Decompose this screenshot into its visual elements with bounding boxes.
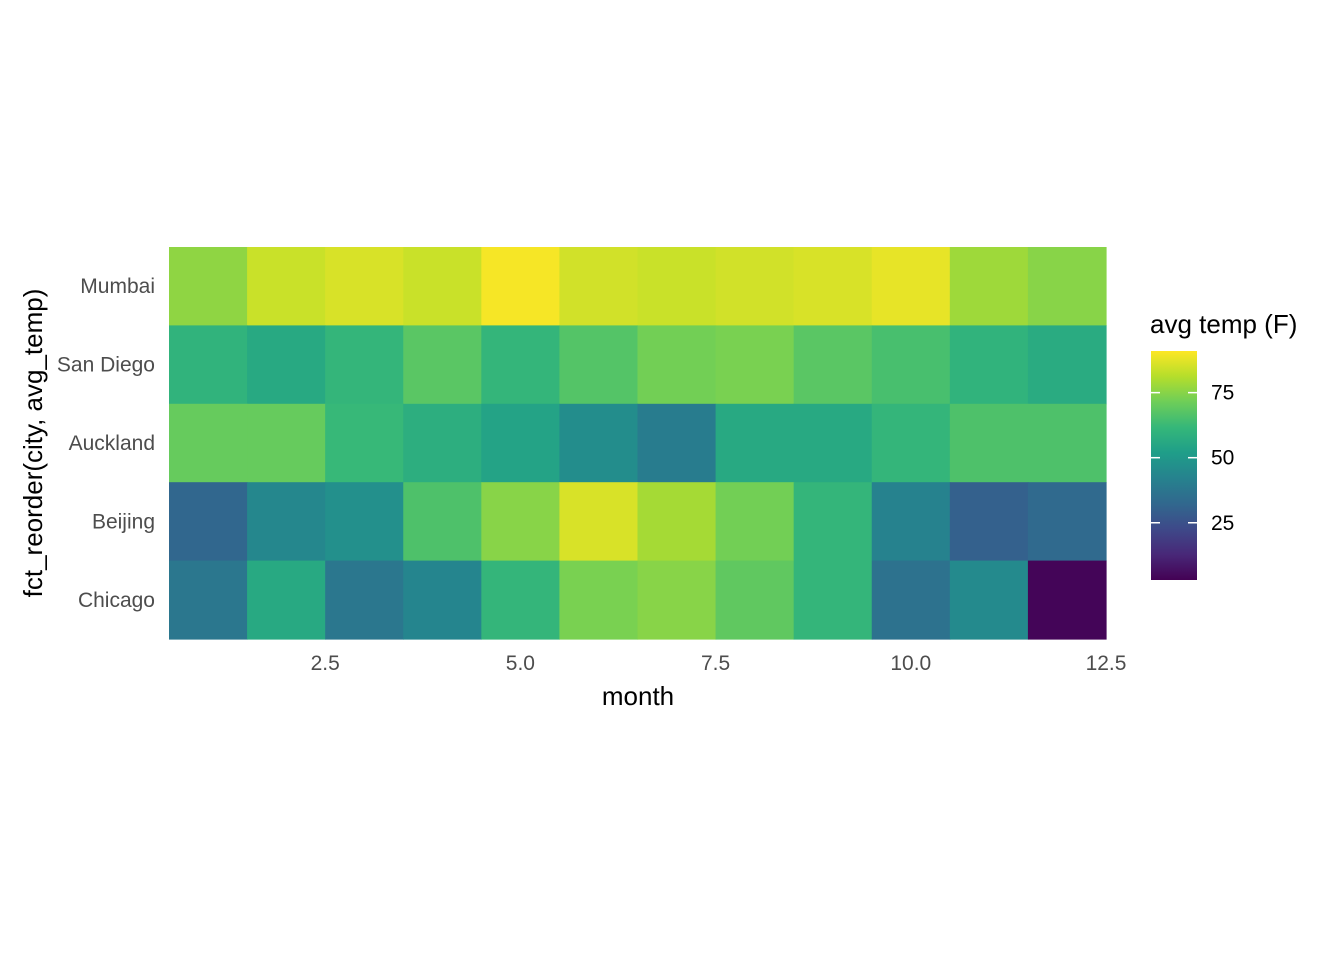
heatmap-cell-san-diego-12 [1027,325,1107,405]
heatmap-cell-beijing-10 [871,482,951,562]
heatmap-cell-auckland-4 [403,403,482,483]
heatmap-cell-mumbai-3 [325,247,404,326]
heatmap-cell-auckland-11 [949,403,1029,483]
heatmap-cell-chicago-4 [403,560,482,640]
heatmap-cell-san-diego-4 [403,325,482,405]
heatmap-cell-san-diego-11 [949,325,1029,405]
heatmap-cell-san-diego-7 [637,325,717,405]
x-axis-title: month [602,681,674,711]
heatmap-cell-auckland-3 [325,403,404,483]
heatmap-cell-auckland-5 [481,403,561,483]
heatmap-cell-chicago-3 [325,560,404,640]
heatmap-cell-mumbai-10 [871,247,951,326]
heatmap-cell-chicago-9 [793,560,873,640]
heatmap-cell-auckland-12 [1027,403,1107,483]
y-axis-title: fct_reorder(city, avg_temp) [18,289,48,598]
heatmap-cell-auckland-6 [559,403,639,483]
heatmap-cell-beijing-6 [559,482,639,562]
heatmap-cell-san-diego-5 [481,325,561,405]
y-axis-ticks: Mumbai San Diego Auckland Beijing Chicago [57,275,155,612]
colorbar-tick-label: 25 [1211,512,1234,535]
y-tick-label: San Diego [57,354,155,377]
y-tick-label: Beijing [92,510,155,533]
heatmap-cell-chicago-7 [637,560,717,640]
heatmap-cell-beijing-2 [247,482,326,562]
heatmap-cell-san-diego-8 [715,325,795,405]
heatmap-cell-mumbai-8 [715,247,795,326]
heatmap-cell-beijing-4 [403,482,482,562]
heatmap-cell-chicago-5 [481,560,561,640]
heatmap-cell-beijing-5 [481,482,561,562]
legend-title: avg temp (F) [1150,309,1297,339]
x-tick-label: 2.5 [311,652,340,675]
y-tick-label: Chicago [78,589,155,612]
heatmap-cell-beijing-11 [949,482,1029,562]
heatmap-cell-beijing-7 [637,482,717,562]
heatmap-cell-san-diego-1 [169,325,248,405]
colorbar-tick-label: 75 [1211,382,1234,405]
heatmap-cell-san-diego-6 [559,325,639,405]
heatmap-cell-mumbai-12 [1027,247,1107,326]
heatmap-cell-san-diego-10 [871,325,951,405]
heatmap-cell-chicago-6 [559,560,639,640]
heatmap-cell-mumbai-2 [247,247,326,326]
heatmap-cell-beijing-3 [325,482,404,562]
colorbar-legend: avg temp (F) 25 50 75 [1150,309,1297,580]
heatmap-cell-mumbai-9 [793,247,873,326]
heatmap-cell-chicago-2 [247,560,326,640]
heatmap-cell-beijing-9 [793,482,873,562]
colorbar-tick-label: 50 [1211,447,1234,470]
heatmap-cell-beijing-1 [169,482,248,562]
heatmap-cell-mumbai-6 [559,247,639,326]
heatmap-cell-auckland-7 [637,403,717,483]
heatmap-cell-san-diego-3 [325,325,404,405]
x-tick-label: 5.0 [506,652,535,675]
heatmap-cell-auckland-9 [793,403,873,483]
heatmap-cell-mumbai-7 [637,247,717,326]
heatmap-cell-chicago-1 [169,560,248,640]
heatmap-cell-auckland-1 [169,403,248,483]
heatmap-cell-mumbai-1 [169,247,248,326]
colorbar-ticks: 25 50 75 [1151,382,1234,535]
y-tick-label: Mumbai [80,275,155,298]
heatmap-cell-auckland-8 [715,403,795,483]
heatmap-cell-mumbai-4 [403,247,482,326]
heatmap-cell-mumbai-11 [949,247,1029,326]
colorbar [1151,351,1197,580]
heatmap-cell-auckland-10 [871,403,951,483]
heatmap-cell-chicago-12 [1027,560,1107,640]
y-tick-label: Auckland [69,432,155,455]
heatmap-cell-beijing-12 [1027,482,1107,562]
heatmap-cell-auckland-2 [247,403,326,483]
heatmap-cell-chicago-10 [871,560,951,640]
heatmap-cell-chicago-11 [949,560,1029,640]
heatmap-cell-san-diego-9 [793,325,873,405]
x-axis-ticks: 2.5 5.0 7.5 10.0 12.5 [311,652,1127,675]
x-tick-label: 7.5 [701,652,730,675]
heatmap-cell-mumbai-5 [481,247,561,326]
heatmap-tiles [169,247,1107,640]
heatmap-cell-chicago-8 [715,560,795,640]
heatmap-cell-beijing-8 [715,482,795,562]
heatmap-cell-san-diego-2 [247,325,326,405]
x-tick-label: 12.5 [1086,652,1127,675]
x-tick-label: 10.0 [890,652,931,675]
